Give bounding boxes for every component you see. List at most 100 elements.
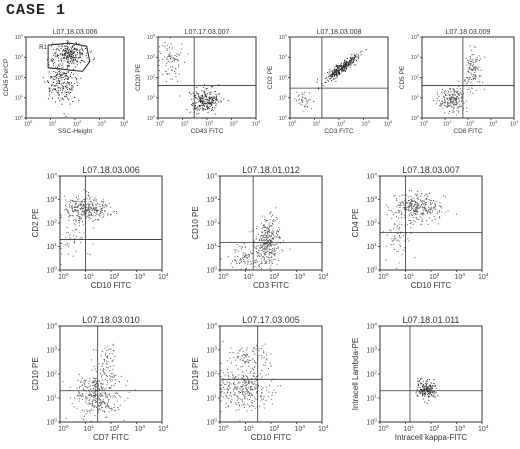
event-point <box>109 370 111 372</box>
event-point <box>68 243 70 245</box>
event-point <box>408 209 410 211</box>
event-point <box>61 44 63 46</box>
event-point <box>240 366 242 368</box>
event-point <box>223 98 225 100</box>
event-point <box>212 86 214 88</box>
event-point <box>88 212 90 214</box>
event-point <box>68 57 69 59</box>
event-point <box>113 350 115 351</box>
event-point <box>425 384 427 386</box>
event-point <box>258 385 260 387</box>
event-point <box>434 396 436 398</box>
event-point <box>79 217 81 219</box>
event-point <box>276 248 277 250</box>
event-point <box>470 64 472 66</box>
event-point <box>272 259 274 261</box>
event-point <box>238 390 240 392</box>
event-point <box>448 91 449 93</box>
event-point <box>458 112 460 114</box>
x-tick-label: 100 <box>58 272 69 281</box>
event-point <box>61 74 63 76</box>
event-point <box>422 206 424 208</box>
event-point <box>338 71 340 73</box>
event-point <box>112 379 114 381</box>
event-point <box>411 209 413 211</box>
event-point <box>75 66 76 68</box>
event-point <box>266 242 268 244</box>
event-point <box>449 96 451 98</box>
event-point <box>341 71 343 73</box>
event-point <box>100 395 102 397</box>
event-point <box>89 392 91 394</box>
event-point <box>413 220 415 222</box>
event-point <box>74 242 75 244</box>
event-point <box>342 69 344 71</box>
event-point <box>116 213 118 215</box>
event-point <box>228 375 230 377</box>
event-point <box>232 352 234 354</box>
event-point <box>98 402 100 404</box>
event-point <box>109 366 111 367</box>
event-point <box>387 206 389 208</box>
event-point <box>335 71 337 73</box>
event-point <box>421 193 423 194</box>
event-point <box>442 102 444 104</box>
event-point <box>98 363 100 365</box>
event-point <box>218 93 220 95</box>
event-point <box>237 356 239 357</box>
event-point <box>415 213 417 215</box>
event-point <box>432 211 434 213</box>
event-point <box>234 391 236 393</box>
event-point <box>335 70 337 72</box>
event-point <box>75 200 76 202</box>
event-point <box>227 389 229 390</box>
event-point <box>268 230 270 232</box>
event-point <box>242 252 244 254</box>
event-point <box>261 395 263 397</box>
event-point <box>229 387 231 389</box>
event-point <box>68 43 70 45</box>
event-point <box>350 61 351 63</box>
event-point <box>269 243 270 245</box>
event-point <box>324 81 326 83</box>
event-point <box>60 89 62 91</box>
event-point <box>98 404 100 406</box>
event-point <box>332 72 333 74</box>
event-point <box>350 59 352 61</box>
event-point <box>420 392 422 394</box>
event-point <box>245 355 246 356</box>
event-point <box>54 52 56 54</box>
event-point <box>250 386 251 388</box>
event-point <box>461 95 463 97</box>
event-point <box>76 206 78 208</box>
event-point <box>65 208 67 210</box>
event-point <box>213 96 215 98</box>
event-point <box>407 200 409 201</box>
event-point <box>73 234 75 236</box>
event-point <box>55 85 56 87</box>
event-point <box>210 97 212 99</box>
event-point <box>77 57 79 59</box>
event-point <box>71 206 73 208</box>
event-point <box>69 202 71 204</box>
event-point <box>101 350 103 352</box>
event-point <box>411 200 413 201</box>
event-point <box>87 209 89 211</box>
event-point <box>74 59 76 61</box>
event-point <box>401 217 403 219</box>
event-point <box>174 71 175 72</box>
event-point <box>331 79 333 81</box>
event-point <box>67 42 69 43</box>
event-point <box>175 73 177 74</box>
event-point <box>449 104 451 106</box>
event-point <box>55 51 57 53</box>
event-point <box>92 399 94 401</box>
event-point <box>103 388 105 390</box>
event-point <box>200 104 202 106</box>
event-point <box>177 54 179 55</box>
event-point <box>90 408 92 410</box>
event-point <box>245 256 247 258</box>
plot-title: L07.18.03.007 <box>402 165 460 175</box>
event-point <box>71 62 73 64</box>
event-point <box>427 212 429 214</box>
